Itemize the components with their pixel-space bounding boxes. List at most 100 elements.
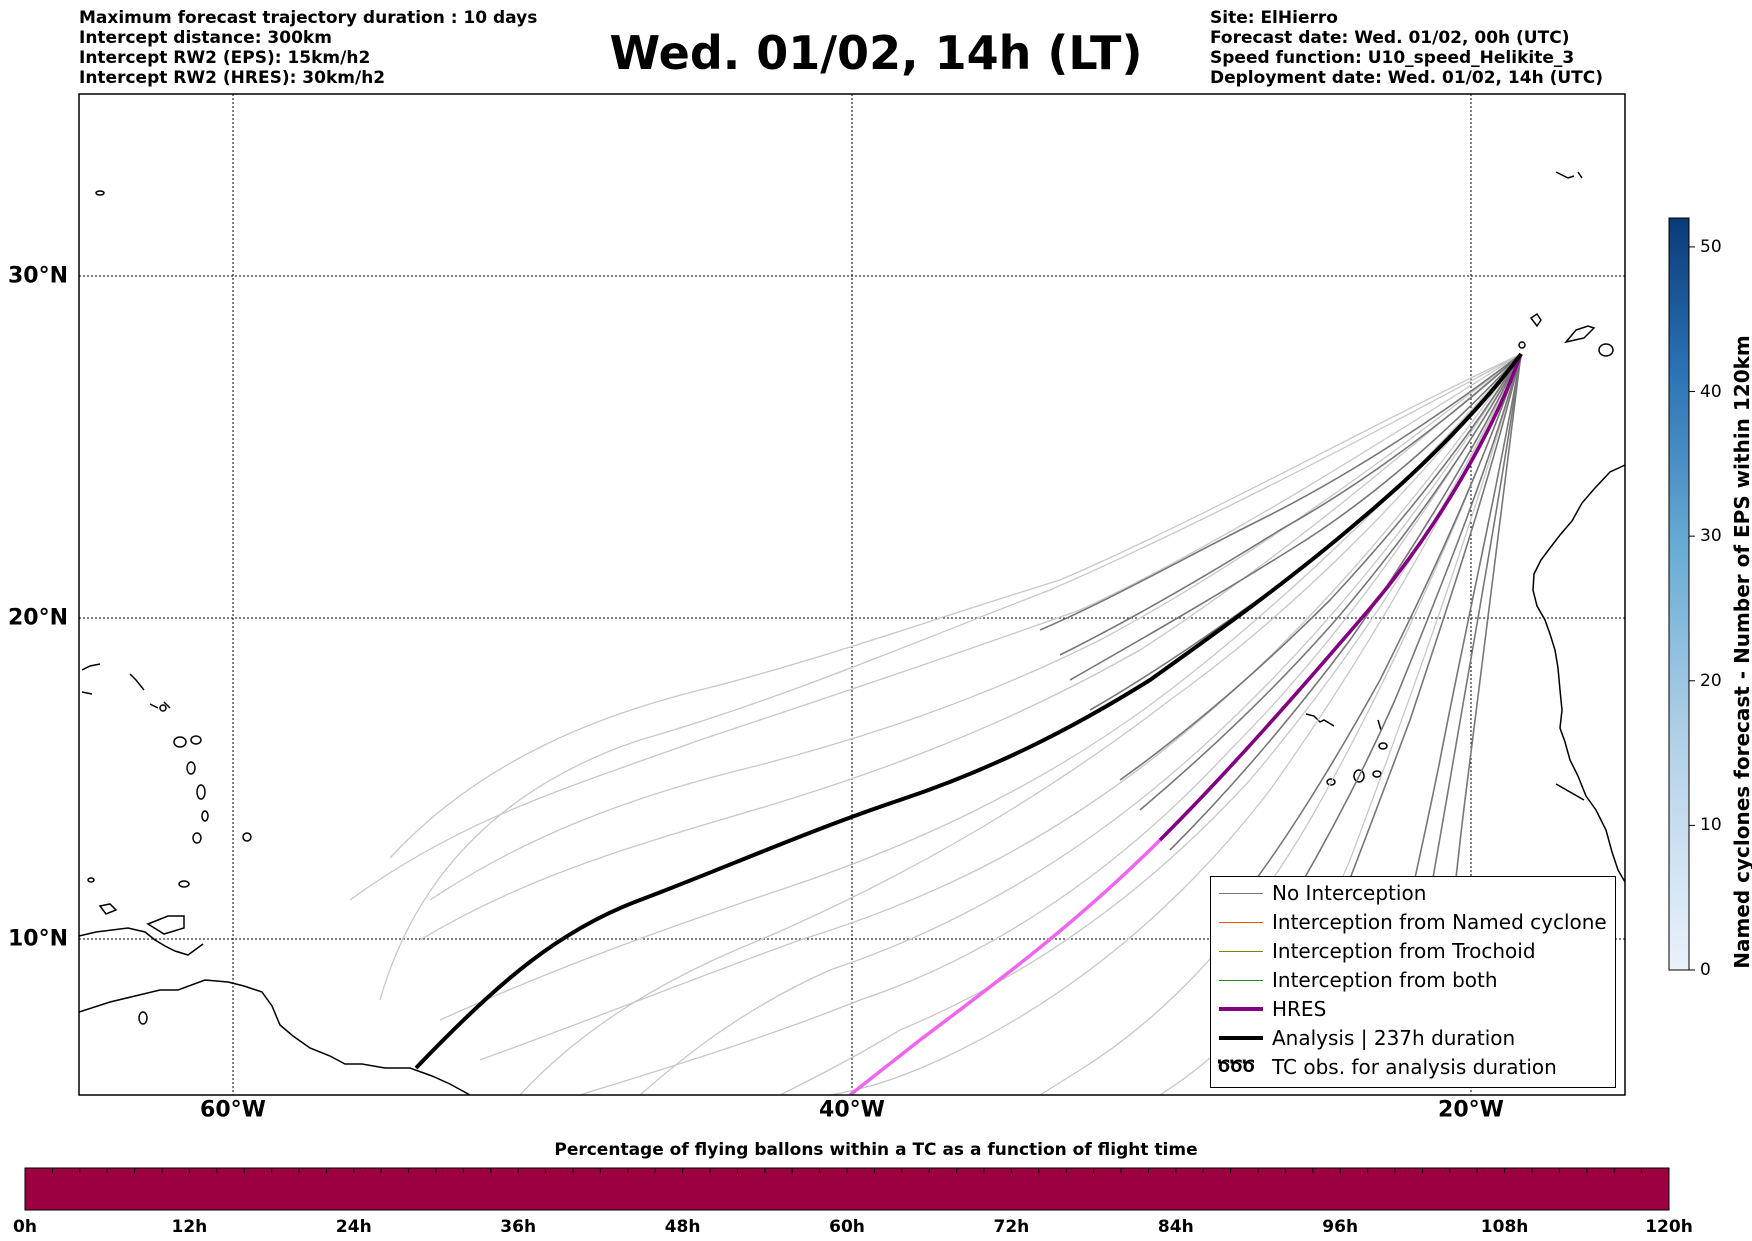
- percentage-bar: [24, 1167, 1670, 1211]
- header-left-line: Intercept distance: 300km: [79, 28, 332, 48]
- venezuela-coast: [79, 927, 204, 956]
- trinidad-island: [146, 915, 185, 935]
- header-left-line: Intercept RW2 (HRES): 30km/h2: [79, 68, 386, 88]
- cape-verde-island: [1372, 770, 1382, 778]
- colorbar-tick-label: 30: [1700, 526, 1722, 547]
- colorbar-tick-marks: [1689, 246, 1695, 971]
- legend-label: Interception from Named cyclone: [1272, 910, 1607, 934]
- lon-label-40w: 40°W: [819, 1097, 885, 1123]
- eps-trajectory: [429, 353, 1522, 901]
- eps-trajectory: [1139, 353, 1522, 811]
- cape-verde-island: [1378, 742, 1388, 750]
- tc-symbol-icon: ԾԾԾ: [1217, 1057, 1255, 1077]
- colorbar-tick-label: 40: [1700, 381, 1722, 402]
- caribbean-island: [242, 832, 252, 842]
- colorbar-tick-label: 20: [1700, 670, 1722, 691]
- percentage-bar-tick: 120h: [1645, 1217, 1693, 1237]
- percentage-bar-tick: 12h: [171, 1217, 208, 1237]
- lat-label-30: 30°N: [8, 263, 69, 289]
- caribbean-island: [98, 903, 118, 915]
- legend-label: Analysis | 237h duration: [1272, 1026, 1516, 1050]
- colorbar-gradient: [1668, 217, 1690, 971]
- legend-label: No Interception: [1272, 881, 1427, 905]
- legend-item-hres: HRES: [1211, 995, 1615, 1024]
- legend-label: Interception from both: [1272, 968, 1498, 992]
- caribbean-island: [186, 761, 196, 775]
- africa-coast-detail: [1555, 783, 1585, 801]
- legend-swatch: [1219, 1007, 1263, 1011]
- eps-trajectory: [1069, 353, 1522, 681]
- lat-label-20: 20°N: [8, 605, 69, 631]
- canary-island: [1598, 343, 1614, 357]
- eps-trajectory: [479, 353, 1522, 1061]
- caribbean-island: [81, 663, 101, 695]
- caribbean-island: [196, 784, 206, 800]
- eps-trajectory: [1329, 353, 1522, 931]
- cape-verde-island: [1377, 719, 1382, 731]
- eps-trajectory: [639, 353, 1522, 1095]
- eps-trajectory: [1039, 353, 1522, 631]
- graticule: [79, 94, 1625, 1095]
- percentage-bar-tick-marks: [24, 1168, 1670, 1173]
- canary-island: [1564, 325, 1596, 344]
- map-frame: [78, 93, 1626, 1096]
- islands: [81, 171, 1614, 1025]
- header-right-line: Deployment date: Wed. 01/02, 14h (UTC): [1210, 68, 1604, 88]
- eps-trajectory: [379, 353, 1522, 1001]
- legend: No Interception Interception from Named …: [1210, 876, 1616, 1088]
- legend-item-tc-obs: ԾԾԾ TC obs. for analysis duration: [1211, 1053, 1615, 1082]
- percentage-bar-tick: 36h: [500, 1217, 537, 1237]
- legend-swatch: [1219, 1036, 1263, 1040]
- colorbar-tick-label: 10: [1700, 815, 1722, 836]
- legend-item-no-interception: No Interception: [1211, 879, 1615, 908]
- caribbean-island: [178, 880, 190, 888]
- caribbean-island: [129, 673, 171, 709]
- trajectories: [349, 352, 1523, 1095]
- percentage-bar-tick: 108h: [1480, 1217, 1529, 1237]
- eps-trajectory: [1059, 353, 1522, 656]
- header-right-line: Site: ElHierro: [1210, 8, 1338, 28]
- cape-verde-island: [1326, 778, 1336, 786]
- caribbean-island: [201, 810, 209, 822]
- eps-trajectory: [1119, 353, 1522, 781]
- legend-item-trochoid: Interception from Trochoid: [1211, 937, 1615, 966]
- legend-label: Interception from Trochoid: [1272, 939, 1536, 963]
- percentage-bar-tick: 0h: [13, 1217, 37, 1237]
- canary-island: [1518, 341, 1526, 349]
- eps-trajectory: [389, 353, 1522, 859]
- colorbar-label: Named cyclones forecast - Number of EPS …: [1730, 335, 1752, 969]
- header-right-line: Forecast date: Wed. 01/02, 00h (UTC): [1210, 28, 1570, 48]
- eps-far-segments: [349, 353, 1522, 1095]
- colorbar-tick-label: 0: [1700, 960, 1711, 980]
- caribbean-island: [87, 877, 95, 883]
- eps-trajectory: [419, 353, 1522, 941]
- legend-item-named-cyclone: Interception from Named cyclone: [1211, 908, 1615, 937]
- legend-item-analysis: Analysis | 237h duration: [1211, 1024, 1615, 1053]
- percentage-bar-tick: 24h: [335, 1217, 372, 1237]
- percentage-bar-tick: 96h: [1322, 1217, 1359, 1237]
- header-left-line: Intercept RW2 (EPS): 15km/h2: [79, 48, 371, 68]
- eps-trajectory: [1279, 353, 1522, 921]
- eps-trajectory: [1239, 353, 1522, 901]
- legend-swatch: [1219, 893, 1263, 894]
- caribbean-island: [138, 1011, 148, 1025]
- eps-trajectory: [1169, 353, 1522, 851]
- canary-island: [1529, 312, 1542, 328]
- hres-trajectory: [1158, 353, 1523, 842]
- lon-label-60w: 60°W: [200, 1097, 266, 1123]
- percentage-bar-tick: 72h: [993, 1217, 1030, 1237]
- colorbar-tick-label: 50: [1700, 237, 1722, 257]
- caribbean-island: [190, 735, 202, 745]
- bermuda-island: [95, 190, 105, 196]
- eps-trajectory: [349, 353, 1522, 901]
- eps-near-segments: [1039, 353, 1522, 1011]
- legend-item-both: Interception from both: [1211, 966, 1615, 995]
- africa-coast: [1532, 464, 1625, 883]
- percentage-bar-tick: 48h: [664, 1217, 701, 1237]
- header-left: Maximum forecast trajectory duration : 1…: [79, 8, 537, 88]
- map-title: Wed. 01/02, 14h (LT): [609, 26, 1143, 80]
- legend-swatch: [1219, 951, 1263, 952]
- eps-trajectory: [439, 353, 1522, 1021]
- lat-label-10: 10°N: [8, 926, 69, 952]
- legend-swatch: [1219, 922, 1263, 923]
